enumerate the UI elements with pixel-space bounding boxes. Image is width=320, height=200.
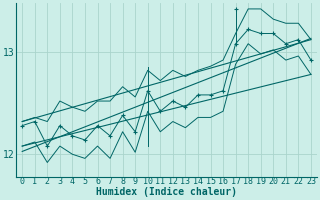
X-axis label: Humidex (Indice chaleur): Humidex (Indice chaleur) xyxy=(96,187,237,197)
